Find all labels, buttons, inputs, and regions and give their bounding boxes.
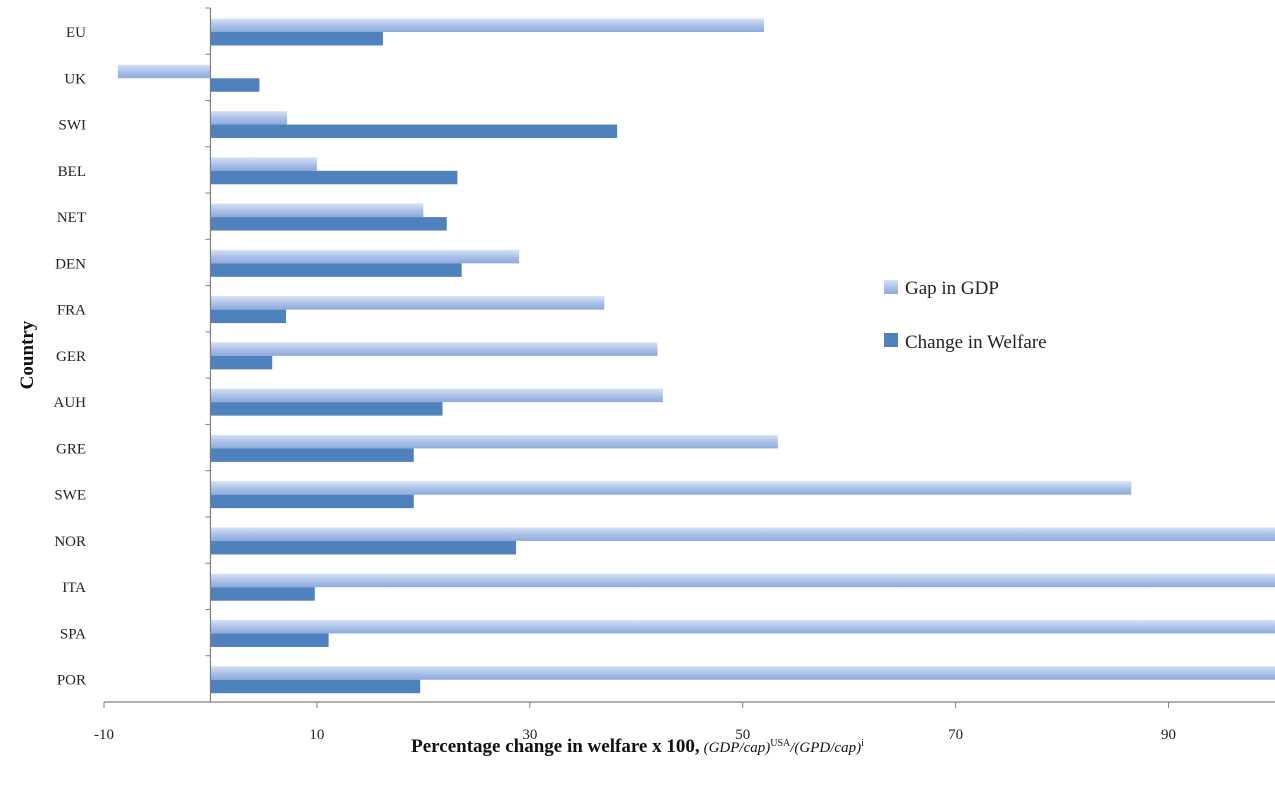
bar-change-in-welfare-gre — [210, 448, 414, 462]
bar-gap-in-gdp-eu — [210, 18, 765, 32]
bar-change-in-welfare-fra — [210, 309, 287, 324]
x-tick-label: 10 — [309, 727, 324, 743]
bar-gap-in-gdp-gre — [210, 434, 778, 449]
bar-change-in-welfare-swe — [210, 494, 414, 509]
category-label-spa: SPA — [60, 626, 86, 642]
bar-gap-in-gdp-por — [210, 666, 1275, 680]
y-axis-label: Country — [17, 320, 38, 389]
plot-area: EU UK SWI BEL NET DEN FRA GER AUH GRE SWE NOR ITA SPA… — [54, 7, 1275, 743]
bar-gap-in-gdp-spa — [210, 619, 1275, 634]
bar-change-in-welfare-swi — [210, 124, 618, 139]
category-label-ita: ITA — [62, 580, 86, 596]
bar-change-in-welfare-ita — [210, 587, 315, 601]
bar-change-in-welfare-den — [210, 263, 462, 277]
category-label-eu: EU — [66, 25, 86, 41]
x-tick-label: 50 — [735, 727, 750, 743]
bar-gap-in-gdp-ita — [210, 573, 1275, 588]
x-axis-label-text: Percentage change in welfare x 100, — [411, 736, 700, 757]
category-label-gre: GRE — [56, 441, 86, 457]
x-tick-label: 90 — [1161, 727, 1176, 743]
bar-change-in-welfare-spa — [210, 633, 329, 647]
bar-gap-in-gdp-ger — [210, 342, 658, 356]
category-label-auh: AUH — [54, 395, 87, 411]
bar-change-in-welfare-nor — [210, 540, 516, 555]
bar-gap-in-gdp-den — [210, 249, 520, 264]
bar-gap-in-gdp-uk — [117, 64, 211, 79]
category-label-swi: SWI — [59, 118, 87, 134]
bar-change-in-welfare-net — [210, 217, 447, 231]
bar-gap-in-gdp-swi — [210, 111, 288, 125]
bar-gap-in-gdp-fra — [210, 296, 605, 310]
legend-swatch-gap-in-gdp — [884, 280, 898, 294]
category-label-por: POR — [57, 673, 86, 689]
category-label-swe: SWE — [54, 488, 86, 504]
x-axis-label-formula: (GDP/cap)USA/(GPD/cap)i — [703, 738, 864, 756]
x-tick-label: 30 — [522, 727, 537, 743]
legend: Gap in GDP Change in Welfare — [884, 278, 1047, 353]
bar-change-in-welfare-por — [210, 679, 421, 694]
legend-label-gap-in-gdp: Gap in GDP — [905, 278, 999, 299]
category-label-bel: BEL — [58, 164, 86, 180]
category-label-fra: FRA — [57, 303, 86, 319]
legend-swatch-change-in-welfare — [884, 333, 898, 347]
category-label-ger: GER — [56, 349, 86, 365]
bar-change-in-welfare-ger — [210, 355, 273, 370]
x-tick-label: 70 — [948, 727, 963, 743]
category-label-den: DEN — [55, 256, 86, 272]
bar-gap-in-gdp-bel — [210, 157, 317, 171]
x-axis-label: Percentage change in welfare x 100, (GDP… — [0, 736, 1275, 758]
bar-change-in-welfare-bel — [210, 170, 458, 185]
bar-gap-in-gdp-net — [210, 203, 424, 218]
bar-change-in-welfare-uk — [210, 78, 260, 92]
bar-gap-in-gdp-nor — [210, 527, 1275, 541]
category-label-nor: NOR — [54, 534, 86, 550]
bar-gap-in-gdp-swe — [210, 481, 1132, 495]
category-label-uk: UK — [64, 71, 86, 87]
bar-gap-in-gdp-auh — [210, 388, 663, 403]
bar-change-in-welfare-auh — [210, 402, 443, 416]
category-label-net: NET — [57, 210, 86, 226]
legend-label-change-in-welfare: Change in Welfare — [905, 332, 1047, 353]
bar-change-in-welfare-eu — [210, 32, 383, 46]
x-tick-label: -10 — [94, 727, 114, 743]
